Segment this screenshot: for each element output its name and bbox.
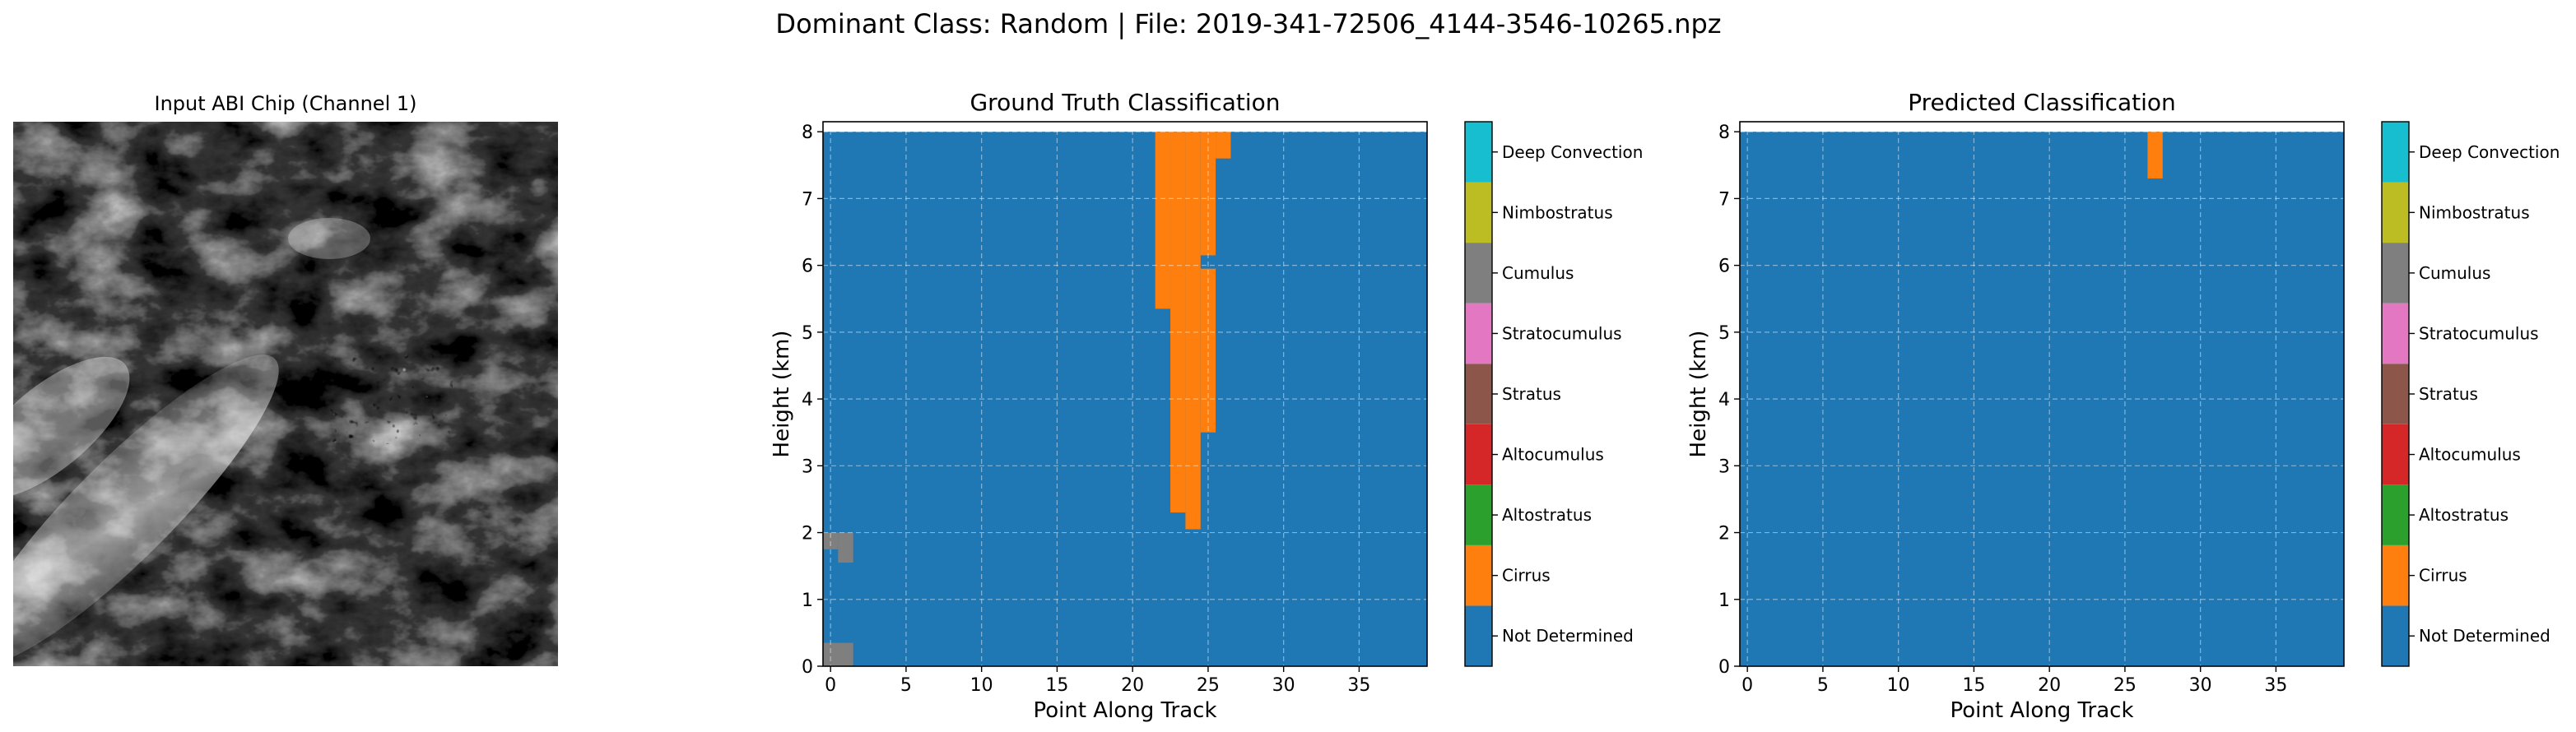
ground-truth-ylabel: Height (km): [770, 331, 794, 458]
pr-background-class-field: [1740, 132, 2344, 666]
pr-y-tick-label: 8: [1718, 123, 1730, 143]
pr-colorbar-label: Stratocumulus: [2419, 323, 2539, 343]
pr-colorbar-label: Altostratus: [2419, 505, 2509, 525]
gt-x-tick-label: 25: [1197, 675, 1220, 696]
gt-y-tick-label: 8: [802, 123, 813, 143]
gt-colorbar-label: Stratus: [1502, 384, 1561, 404]
abi-chip-image: [13, 122, 558, 666]
pr-colorbar-label: Deep Convection: [2419, 142, 2560, 162]
ground-truth-panel: Ground Truth Classification 0 5 10 15 20 25 30…: [770, 89, 1643, 723]
input-image-panel: Input ABI Chip (Channel 1): [13, 92, 558, 666]
predicted-axes-frame: [1739, 121, 2345, 667]
pr-x-tick-label: 30: [2189, 675, 2212, 696]
gt-colorbar-frame: [1464, 121, 1493, 667]
pr-y-tick-label: 7: [1718, 189, 1730, 210]
gt-y-tick-label: 0: [802, 657, 813, 678]
gt-x-tick-label: 35: [1347, 675, 1370, 696]
pr-colorbar-segment: [2382, 182, 2409, 243]
gt-y-tick-label: 5: [802, 323, 813, 344]
pr-colorbar-label: Stratus: [2419, 384, 2478, 404]
pr-y-tick-label: 0: [1718, 657, 1730, 678]
gt-y-tick-label: 6: [802, 257, 813, 277]
pr-y-tick-label: 1: [1718, 591, 1730, 611]
pr-x-tick-label: 10: [1887, 675, 1910, 696]
pr-cell-cirrus: [2147, 132, 2163, 179]
predicted-panel: Predicted Classification 0 5 10 15 20 25 30 350…: [1686, 89, 2560, 723]
pr-colorbar-segment: [2382, 484, 2409, 545]
pr-colorbar-label: Not Determined: [2419, 626, 2550, 646]
gt-y-tick-label: 1: [802, 591, 813, 611]
pr-colorbar-segment: [2382, 424, 2409, 485]
gt-x-tick-label: 5: [900, 675, 912, 696]
gt-x-tick-label: 20: [1121, 675, 1144, 696]
predicted-ylabel: Height (km): [1686, 331, 1711, 458]
gt-y-tick-label: 4: [802, 390, 813, 410]
gt-x-tick-label: 10: [970, 675, 993, 696]
pr-x-tick-label: 0: [1741, 675, 1753, 696]
gt-colorbar-segment: [1465, 303, 1492, 364]
pr-x-tick-label: 25: [2113, 675, 2137, 696]
gt-colorbar-label: Cirrus: [1502, 566, 1551, 586]
predicted-xlabel: Point Along Track: [1950, 698, 2133, 723]
pr-colorbar-segment: [2382, 243, 2409, 303]
gt-x-tick-label: 0: [825, 675, 836, 696]
ground-truth-xlabel: Point Along Track: [1033, 698, 1216, 723]
pr-colorbar-segment: [2382, 122, 2409, 183]
pr-y-tick-label: 5: [1718, 323, 1730, 344]
gt-cell-cumulus: [838, 532, 853, 563]
gt-y-tick-label: 3: [802, 456, 813, 477]
input-image-title: Input ABI Chip (Channel 1): [154, 92, 416, 115]
gt-colorbar-segment: [1465, 544, 1492, 606]
gt-colorbar-label: Nimbostratus: [1502, 202, 1613, 222]
pr-y-tick-label: 6: [1718, 257, 1730, 277]
gt-colorbar-segment: [1465, 122, 1492, 183]
pr-x-tick-label: 15: [1962, 675, 1985, 696]
gt-colorbar-segment: [1465, 605, 1492, 666]
pr-x-tick-label: 35: [2264, 675, 2287, 696]
ground-truth-title: Ground Truth Classification: [969, 89, 1280, 116]
gt-cell-cirrus: [1170, 132, 1186, 513]
gt-cell-cirrus: [1185, 132, 1201, 530]
pr-colorbar-label: Cirrus: [2419, 566, 2467, 586]
gt-colorbar-label: Altostratus: [1502, 505, 1592, 525]
predicted-title: Predicted Classification: [1908, 89, 2176, 116]
pr-colorbar-segment: [2382, 303, 2409, 364]
gt-colorbar-segment: [1465, 364, 1492, 424]
pr-y-tick-label: 3: [1718, 456, 1730, 477]
gt-colorbar-segment: [1465, 424, 1492, 485]
ground-truth-axes-frame: [822, 121, 1428, 667]
pr-y-tick-label: 4: [1718, 390, 1730, 410]
pr-colorbar-label: Cumulus: [2419, 263, 2490, 283]
gt-cell-cirrus: [1200, 268, 1216, 433]
gt-y-tick-label: 7: [802, 189, 813, 210]
gt-colorbar-label: Altocumulus: [1502, 445, 1604, 465]
pr-x-tick-label: 20: [2038, 675, 2061, 696]
pr-colorbar-segment: [2382, 364, 2409, 424]
gt-cell-cirrus: [1200, 132, 1216, 256]
pr-y-tick-label: 2: [1718, 524, 1730, 544]
pr-colorbar-label: Nimbostratus: [2419, 202, 2530, 222]
gt-colorbar-segment: [1465, 484, 1492, 545]
pr-x-tick-label: 5: [1817, 675, 1829, 696]
figure-suptitle: Dominant Class: Random | File: 2019-341-…: [775, 8, 1721, 39]
gt-background-class-field: [823, 132, 1427, 666]
pr-colorbar-segment: [2382, 605, 2409, 666]
gt-cell-cumulus: [823, 642, 853, 666]
gt-colorbar-label: Deep Convection: [1502, 142, 1643, 162]
gt-colorbar-segment: [1465, 182, 1492, 243]
gt-cell-cirrus: [1216, 132, 1231, 159]
gt-colorbar-label: Not Determined: [1502, 626, 1634, 646]
gt-colorbar-label: Cumulus: [1502, 263, 1574, 283]
gt-x-tick-label: 30: [1272, 675, 1295, 696]
gt-colorbar-label: Stratocumulus: [1502, 323, 1622, 343]
pr-colorbar-segment: [2382, 544, 2409, 606]
gt-y-tick-label: 2: [802, 524, 813, 544]
gt-colorbar-segment: [1465, 243, 1492, 303]
gt-cell-cumulus: [823, 532, 839, 549]
pr-colorbar-frame: [2381, 121, 2410, 667]
gt-x-tick-label: 15: [1045, 675, 1068, 696]
pr-colorbar-label: Altocumulus: [2419, 445, 2521, 465]
gt-cell-cirrus: [1155, 132, 1171, 309]
